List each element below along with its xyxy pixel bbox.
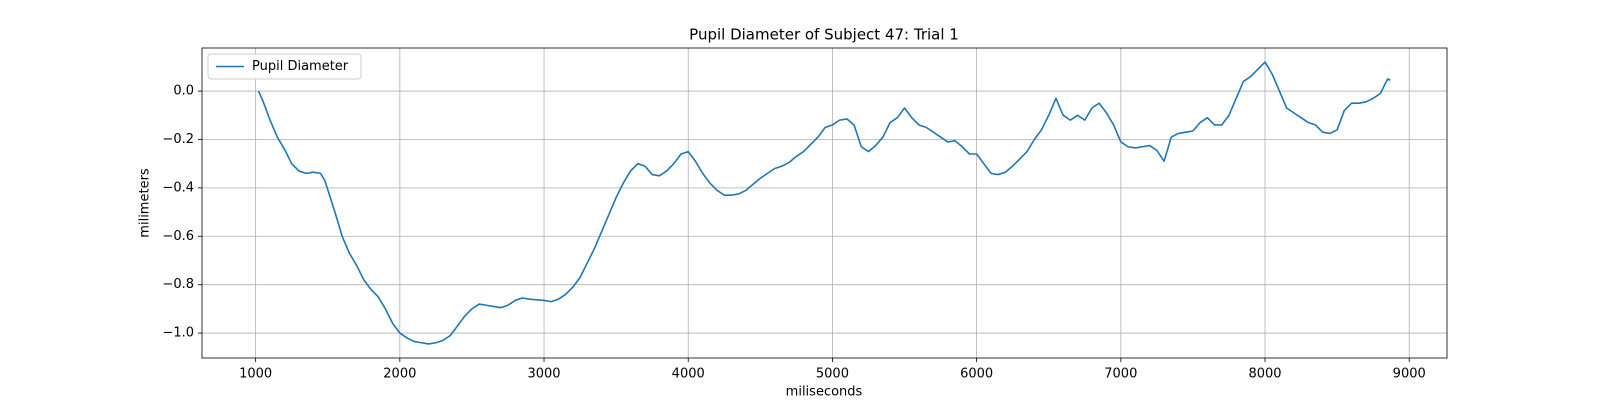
x-tick-label: 1000 <box>239 367 272 382</box>
y-axis-label: milimeters <box>138 168 153 238</box>
plot-frame <box>201 47 1448 359</box>
x-tick-label: 7000 <box>1104 367 1137 382</box>
x-tick-label: 2000 <box>383 367 416 382</box>
x-axis-label: miliseconds <box>786 385 863 400</box>
legend-label: Pupil Diameter <box>252 59 349 74</box>
x-tick-label: 4000 <box>672 367 705 382</box>
legend-box <box>207 53 362 80</box>
y-tick-label: −1.0 <box>162 326 194 341</box>
x-tick-label: 3000 <box>527 367 560 382</box>
x-tick-label: 9000 <box>1393 367 1426 382</box>
y-tick-label: 0.0 <box>173 84 194 99</box>
x-tick-label: 6000 <box>960 367 993 382</box>
x-tick-label: 5000 <box>816 367 849 382</box>
y-tick-label: −0.6 <box>162 229 194 244</box>
data-line <box>257 61 1391 345</box>
y-tick-label: −0.4 <box>162 180 194 195</box>
chart-title: Pupil Diameter of Subject 47: Trial 1 <box>689 26 959 44</box>
y-tick-label: −0.2 <box>162 132 194 147</box>
y-tick-label: −0.8 <box>162 277 194 292</box>
x-tick-label: 8000 <box>1248 367 1281 382</box>
